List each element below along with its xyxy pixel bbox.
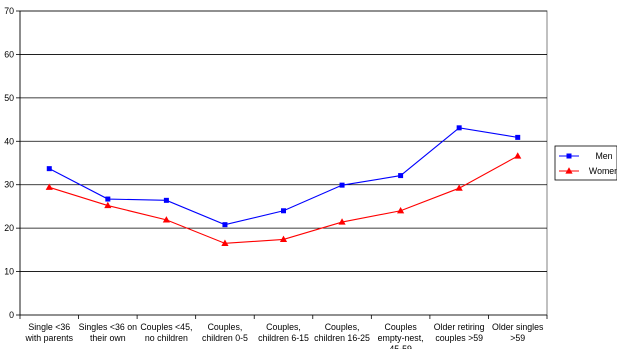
x-tick-label-line: children 0-5 bbox=[202, 333, 248, 343]
legend: Men Women bbox=[554, 145, 617, 181]
x-tick-label-line: with parents bbox=[25, 333, 74, 343]
data-point bbox=[163, 197, 169, 203]
x-tick-label-line: 45-59 bbox=[389, 344, 412, 349]
data-point bbox=[281, 208, 286, 214]
series-men bbox=[46, 125, 521, 228]
legend-box bbox=[554, 145, 617, 181]
series-layer bbox=[45, 125, 522, 246]
y-axis-ticks: 0 10 20 30 40 50 60 70 bbox=[4, 6, 20, 320]
x-tick-label: Couples,children 0-5 bbox=[202, 322, 248, 343]
y-tick-label: 10 bbox=[4, 267, 14, 277]
legend-label: Men bbox=[595, 151, 612, 161]
x-tick-label: Couples,children 6-15 bbox=[258, 322, 309, 343]
x-tick-label-line: their own bbox=[90, 333, 126, 343]
data-point bbox=[222, 222, 228, 228]
legend-label: Women bbox=[589, 166, 617, 176]
x-tick-label: Older singles>59 bbox=[492, 322, 544, 343]
x-tick-label-line: Couples, bbox=[266, 322, 301, 332]
x-tick-label-line: Couples <45, bbox=[140, 322, 192, 332]
legend-marker bbox=[565, 167, 573, 174]
gridlines bbox=[20, 10, 547, 272]
y-tick-label: 40 bbox=[4, 136, 14, 146]
x-tick-label-line: empty-nest, bbox=[378, 333, 424, 343]
axes bbox=[19, 11, 548, 319]
x-tick-label-line: children 6-15 bbox=[258, 333, 309, 343]
x-tick-label-line: Couples bbox=[384, 322, 417, 332]
y-tick-label: 0 bbox=[9, 310, 14, 320]
y-tick-label: 60 bbox=[4, 49, 14, 59]
plot-area bbox=[19, 10, 548, 316]
data-point bbox=[456, 125, 462, 131]
x-tick-label-line: couples >59 bbox=[435, 333, 483, 343]
data-point bbox=[515, 134, 521, 140]
data-point bbox=[514, 152, 522, 159]
x-tick-label-line: >59 bbox=[510, 333, 525, 343]
x-tick-label: Couples,children 16-25 bbox=[314, 322, 370, 343]
data-point bbox=[46, 166, 52, 172]
series-women bbox=[45, 152, 522, 246]
y-tick-label: 50 bbox=[4, 93, 14, 103]
legend-item-men: Men bbox=[559, 151, 613, 161]
y-tick-label: 70 bbox=[4, 6, 14, 16]
legend-marker bbox=[566, 153, 572, 159]
x-tick-label-line: Single <36 bbox=[28, 322, 70, 332]
x-tick-label: Couples <45,no children bbox=[140, 322, 192, 343]
data-point bbox=[162, 216, 170, 223]
x-tick-label-line: children 16-25 bbox=[314, 333, 370, 343]
data-point bbox=[397, 206, 405, 214]
y-tick-label: 30 bbox=[4, 180, 14, 190]
legend-item-women: Women bbox=[559, 166, 617, 176]
x-tick-label-line: no children bbox=[145, 333, 188, 343]
data-point bbox=[221, 239, 229, 246]
data-point bbox=[45, 183, 53, 190]
data-point bbox=[455, 184, 463, 191]
data-point bbox=[105, 196, 111, 202]
x-tick-label-line: Singles <36 on bbox=[79, 322, 138, 332]
x-tick-label-line: Couples, bbox=[208, 322, 243, 332]
data-point bbox=[339, 182, 345, 188]
data-point bbox=[104, 201, 112, 209]
data-point bbox=[338, 218, 346, 225]
y-tick-label: 20 bbox=[4, 223, 14, 233]
x-tick-label-line: Older retiring bbox=[434, 322, 485, 332]
x-tick-label-line: Couples, bbox=[325, 322, 360, 332]
data-point bbox=[279, 235, 288, 243]
x-tick-label-line: Older singles bbox=[492, 322, 544, 332]
data-point bbox=[398, 173, 404, 179]
